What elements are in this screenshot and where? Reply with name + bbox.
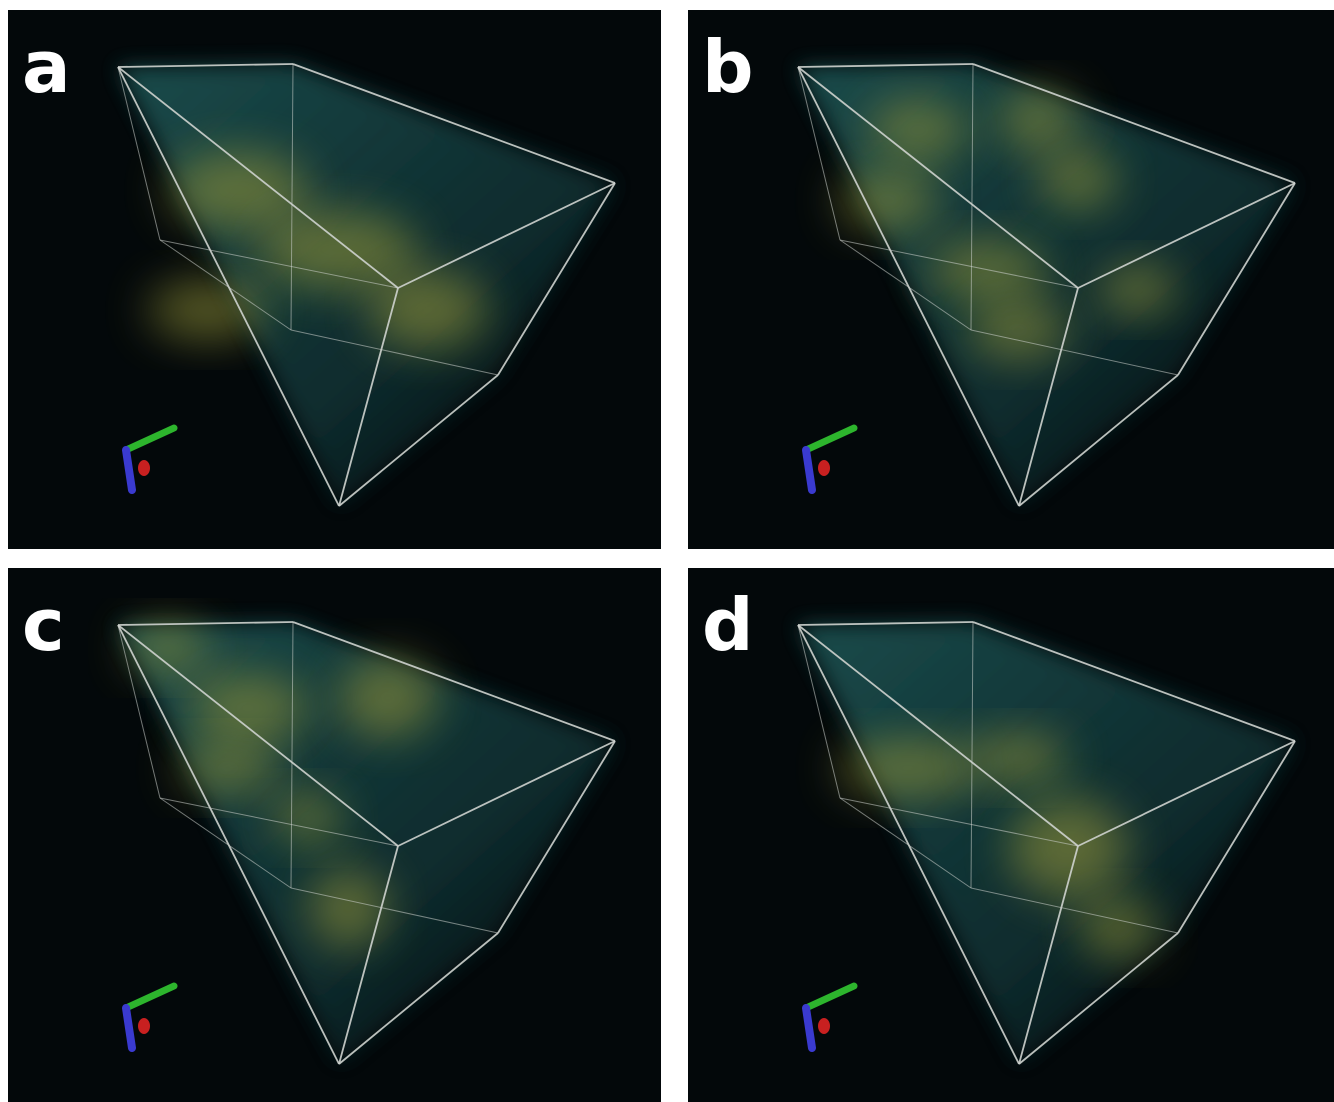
figure: a b c d bbox=[0, 0, 1334, 1102]
panel-label: a bbox=[22, 25, 71, 109]
density-cluster bbox=[178, 743, 278, 793]
panel-label: b bbox=[702, 25, 754, 109]
density-cluster bbox=[868, 100, 968, 160]
axis-x bbox=[138, 1018, 150, 1034]
axis-x bbox=[138, 460, 150, 476]
panel: d bbox=[688, 568, 1334, 1102]
panel-label: c bbox=[22, 583, 65, 667]
density-cluster bbox=[308, 868, 388, 948]
density-cluster bbox=[968, 733, 1068, 783]
panel: c bbox=[8, 568, 661, 1102]
density-cluster bbox=[838, 170, 938, 230]
axis-x bbox=[818, 1018, 830, 1034]
panel: a bbox=[8, 10, 661, 549]
axis-x bbox=[818, 460, 830, 476]
density-cluster bbox=[1078, 898, 1158, 958]
density-cluster bbox=[273, 793, 343, 843]
density-cluster bbox=[188, 673, 308, 743]
page: abcd (() => { const data = JSON.parse(do… bbox=[0, 0, 1334, 1102]
panel-label: d bbox=[702, 583, 754, 667]
density-cluster bbox=[1038, 150, 1118, 210]
panel: b bbox=[688, 10, 1334, 549]
density-cluster bbox=[368, 270, 488, 350]
density-cluster bbox=[968, 300, 1068, 360]
